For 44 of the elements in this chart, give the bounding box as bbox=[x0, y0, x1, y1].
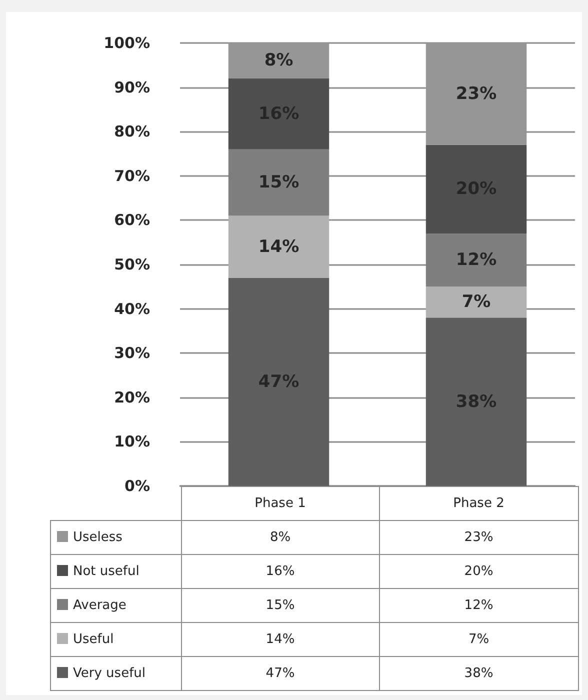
text: 38% bbox=[456, 392, 497, 412]
y-tick-label: 60% bbox=[114, 211, 150, 230]
data-label: 38% bbox=[380, 656, 578, 690]
y-tick-label: 10% bbox=[114, 432, 150, 451]
text: 8% bbox=[264, 50, 294, 71]
x-tick-label: Phase 1 bbox=[181, 486, 380, 520]
y-tick-label: 80% bbox=[114, 122, 150, 141]
bar bbox=[426, 286, 527, 318]
data-label: 14% bbox=[181, 622, 380, 656]
bar bbox=[426, 144, 527, 234]
y-tick-label: 20% bbox=[114, 388, 150, 406]
bar bbox=[228, 278, 330, 486]
bar bbox=[228, 149, 330, 216]
text: 12% bbox=[456, 250, 497, 270]
data-label: 12% bbox=[380, 588, 578, 622]
data-label: 16% bbox=[181, 554, 380, 588]
legend-label: Not useful bbox=[50, 554, 181, 588]
bar bbox=[426, 233, 527, 287]
y-tick-label: 90% bbox=[114, 78, 150, 96]
legend-label: Useful bbox=[50, 622, 181, 656]
y-tick-label: 50% bbox=[114, 256, 150, 274]
bar bbox=[228, 78, 330, 150]
text: 15% bbox=[258, 172, 300, 193]
text: 47% bbox=[258, 372, 300, 392]
legend-label: Useless bbox=[50, 520, 181, 554]
bar bbox=[228, 216, 330, 278]
data-label: 15% bbox=[181, 588, 380, 622]
text: 23% bbox=[456, 84, 497, 104]
data-label: 23% bbox=[380, 520, 578, 554]
data-label: 47% bbox=[181, 656, 380, 690]
y-tick-label: 30% bbox=[114, 344, 150, 362]
data-label: 8% bbox=[181, 520, 380, 554]
bar bbox=[426, 318, 527, 486]
legend-label: Average bbox=[50, 588, 181, 622]
text: 7% bbox=[462, 292, 491, 312]
legend-label: Very useful bbox=[50, 656, 181, 690]
x-tick-label: Phase 2 bbox=[380, 486, 578, 520]
y-tick-label: 70% bbox=[114, 166, 150, 185]
y-tick-label: 100% bbox=[104, 34, 150, 52]
y-tick-label: 40% bbox=[114, 300, 150, 318]
data-label: 20% bbox=[380, 554, 578, 588]
y-tick-label: 0% bbox=[124, 477, 150, 495]
text: 14% bbox=[258, 236, 300, 257]
data-label: 7% bbox=[380, 622, 578, 656]
